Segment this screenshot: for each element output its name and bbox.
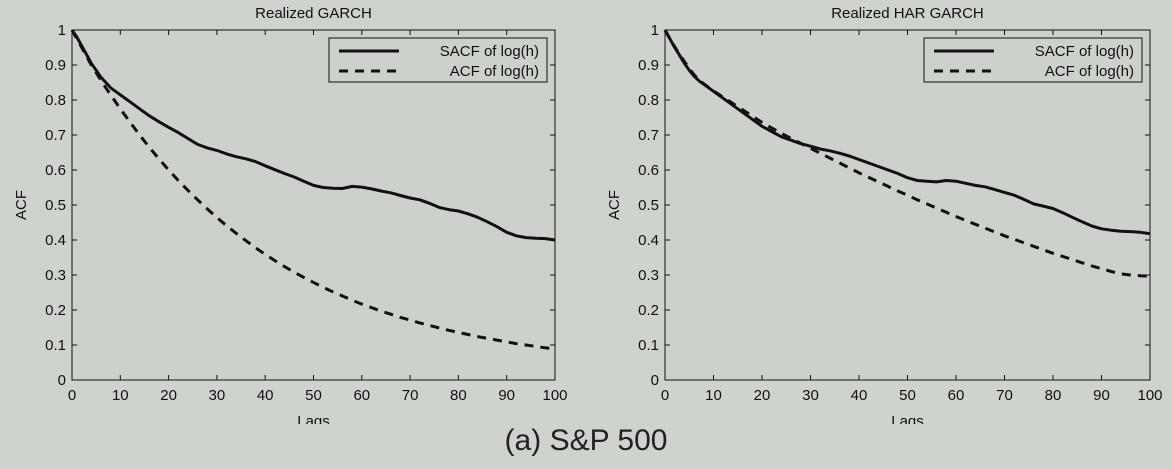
panel-2-y-tick-label: 0: [651, 372, 659, 389]
panel-1-x-tick-label: 50: [305, 387, 322, 404]
panel-1-y-tick-label: 0.9: [45, 57, 66, 74]
panel-1-y-axis-label: ACF: [13, 190, 30, 220]
panel-2-legend: SACF of log(h) ACF of log(h): [923, 37, 1143, 83]
panel-1-x-tick-label: 10: [112, 387, 129, 404]
panel-1-x-tick-label: 70: [402, 387, 419, 404]
panel-1-series-sacf-line: [70, 29, 556, 242]
panel-1-x-tick-label: 0: [68, 387, 76, 404]
panel-1-x-tick-label: 40: [257, 387, 274, 404]
panel-2-y-tick-label: 0.7: [638, 127, 659, 144]
panel-2-x-tick-label: 60: [948, 387, 965, 404]
panel-2-x-tick-label: 70: [996, 387, 1013, 404]
panel-2-axes-frame: [664, 29, 1151, 381]
panel-2-x-tick-label: 0: [661, 387, 669, 404]
panel-1-x-tick-label: 90: [498, 387, 515, 404]
panel-1-x-tick-label: 30: [209, 387, 226, 404]
panel-1-y-tick-label: 0: [58, 372, 66, 389]
panel-2-plot-area: [665, 30, 1150, 380]
panel-1-y-tick-label: 0.1: [45, 337, 66, 354]
panel-2-x-tick-label: 40: [851, 387, 868, 404]
panel-1-legend-box: [328, 37, 548, 83]
panel-1-axes-frame: [71, 29, 556, 381]
panel-2-y-tick-label: 0.1: [638, 337, 659, 354]
figure-caption: (a) S&P 500: [0, 424, 1172, 458]
panel-2-legend-label-acf: ACF of log(h): [1045, 63, 1134, 80]
panel-2-series-sacf-line: [663, 29, 1151, 236]
panel-1-x-tick-label: 80: [450, 387, 467, 404]
panel-2-x-tick-label: 10: [705, 387, 722, 404]
panel-1-x-tick-label: 60: [353, 387, 370, 404]
panel-1-y-tick-label: 0.6: [45, 162, 66, 179]
panel-1-y-tick-label: 0.7: [45, 127, 66, 144]
panel-1-y-tick-label: 0.2: [45, 302, 66, 319]
panel-1-y-tick-label: 0.5: [45, 197, 66, 214]
panel-2-y-tick-label: 0.3: [638, 267, 659, 284]
panel-2-x-tick-label: 50: [899, 387, 916, 404]
panel-2-y-tick-label: 0.6: [638, 162, 659, 179]
panel-2-legend-box: [923, 37, 1143, 83]
panel-1-x-axis-label: Lags: [297, 413, 330, 424]
panel-1-x-tick-label: 100: [542, 387, 567, 404]
panel-2-series-acf-line: [663, 29, 1151, 278]
panel-2-x-axis-label: Lags: [891, 413, 924, 424]
panel-2-y-axis-label: ACF: [606, 190, 623, 220]
panel-1-y-tick-label: 0.3: [45, 267, 66, 284]
panel-2-y-tick-label: 0.8: [638, 92, 659, 109]
panel-2-x-tick-label: 80: [1045, 387, 1062, 404]
panel-2-y-tick-label: 1: [651, 22, 659, 39]
panel-1-legend-label-sacf: SACF of log(h): [440, 43, 539, 60]
panel-2-y-tick-label: 0.4: [638, 232, 659, 249]
panel-2-legend-label-sacf: SACF of log(h): [1035, 43, 1134, 60]
panel-2-y-tick-label: 0.9: [638, 57, 659, 74]
panel-1-series-acf-line: [70, 29, 556, 351]
panel-1-title: Realized GARCH: [255, 5, 372, 22]
panel-1-y-tick-label: 1: [58, 22, 66, 39]
panel-1-x-tick-label: 20: [160, 387, 177, 404]
panel-2-x-tick-label: 30: [802, 387, 819, 404]
caption-label: (a): [504, 424, 542, 457]
panel-2-x-tick-label: 100: [1137, 387, 1162, 404]
panel-2-title: Realized HAR GARCH: [831, 5, 984, 22]
panel-2-y-tick-label: 0.2: [638, 302, 659, 319]
caption-title: S&P 500: [549, 424, 668, 457]
panel-1-y-tick-label: 0.8: [45, 92, 66, 109]
panel-2-x-tick-label: 20: [754, 387, 771, 404]
panel-2-y-tick-label: 0.5: [638, 197, 659, 214]
panel-1-y-tick-label: 0.4: [45, 232, 66, 249]
panel-1-plot-area: [72, 30, 555, 380]
panel-2-x-tick-label: 90: [1093, 387, 1110, 404]
panel-realized-garch: Realized GARCH 0 10 20 30 40 50 60 70 80 90 100 0 0.1…: [13, 5, 568, 424]
panel-1-legend: SACF of log(h) ACF of log(h): [328, 37, 548, 83]
panel-1-legend-label-acf: ACF of log(h): [450, 63, 539, 80]
